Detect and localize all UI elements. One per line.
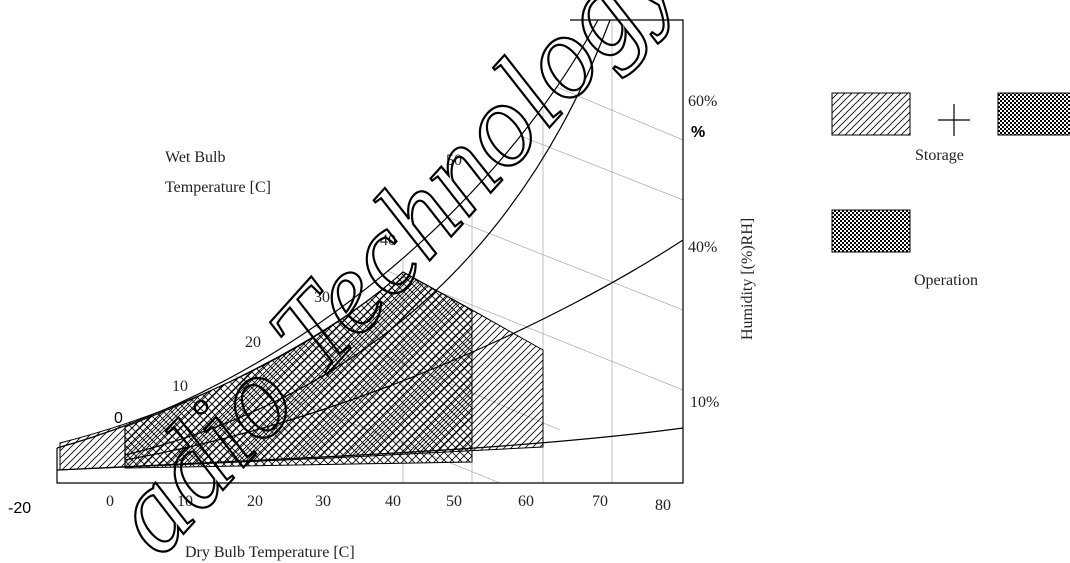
- x-tick-label: 40: [385, 493, 401, 510]
- x-axis-label: Dry Bulb Temperature [C]: [185, 544, 355, 561]
- watermark: adio Technology: [82, 0, 701, 563]
- y-axis-label: Humidity [(%)RH]: [739, 218, 756, 340]
- rh-curve-60: [124, 19, 611, 456]
- rh-curve-40: [124, 239, 684, 461]
- legend-operation-swatch-top: [997, 92, 1070, 136]
- wet-bulb-tick: 20: [245, 334, 261, 351]
- x-tick-label: 80: [655, 497, 671, 514]
- legend-operation-swatch: [831, 209, 911, 253]
- x-tick-label: 0: [106, 493, 114, 510]
- wet-bulb-tick: 10: [172, 378, 188, 395]
- legend-storage-swatch: [831, 92, 911, 136]
- x-tick-label: 70: [592, 493, 608, 510]
- rh-curve-10: [56, 427, 684, 471]
- legend-storage-label: Storage: [915, 147, 964, 164]
- saturation-curve: [56, 19, 599, 449]
- x-tick-label: -20: [8, 500, 31, 517]
- wet-bulb-gridline: [539, 79, 683, 141]
- wet-bulb-tick: 30: [314, 289, 330, 306]
- x-tick-label: 10: [177, 493, 193, 510]
- humidity-tick: 40%: [688, 239, 717, 256]
- humidity-ticks: 60% % 40% 10%: [688, 93, 719, 411]
- chart-border: [56, 19, 684, 484]
- operation-region: [124, 271, 473, 469]
- x-tick-label: 30: [315, 493, 331, 510]
- wet-bulb-tick: 50: [446, 152, 462, 169]
- humidity-tick: 60%: [688, 93, 717, 110]
- wet-bulb-gridline: [429, 209, 683, 311]
- x-axis-ticks: -20 0 10 20 30 40 50 60 70 80: [8, 493, 671, 517]
- wet-bulb-tick: 40: [380, 232, 396, 249]
- wet-bulb-title: Temperature [C]: [165, 179, 271, 196]
- x-tick-label: 20: [247, 493, 263, 510]
- wet-bulb-ticks: 0 10 20 30 40 50: [114, 152, 462, 427]
- humidity-tick: 10%: [690, 394, 719, 411]
- legend-operation-label: Operation: [914, 272, 978, 289]
- wet-bulb-tick: 0: [114, 410, 123, 427]
- x-tick-label: 50: [446, 493, 462, 510]
- x-tick-label: 60: [518, 493, 534, 510]
- wet-bulb-title: Wet Bulb: [165, 149, 225, 166]
- humidity-tick: %: [691, 124, 705, 141]
- legend: Storage Operation: [831, 92, 1070, 289]
